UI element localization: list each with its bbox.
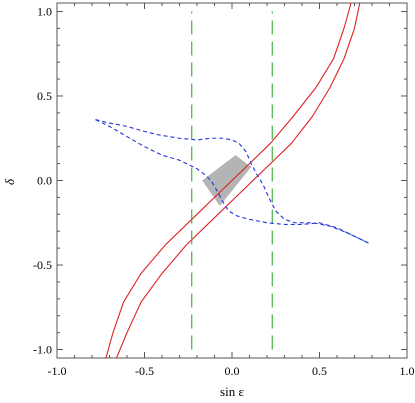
- x-tick-label: -1.0: [48, 364, 67, 378]
- shaded-region: [202, 155, 252, 206]
- x-tick-label: 0.0: [225, 364, 240, 378]
- y-tick-label: -0.5: [33, 258, 52, 272]
- y-tick-label: -1.0: [33, 343, 52, 357]
- series-layer: [95, 3, 369, 358]
- series-line-6: [95, 119, 369, 244]
- x-tick-label: 0.5: [312, 364, 327, 378]
- y-tick-label: 0.0: [37, 174, 52, 188]
- tick-layer: -1.0 -0.5 0.0 0.5 1.0 -1.0 -0.5 0.0 0.5 1.0: [33, 3, 415, 378]
- series-line-1: [105, 3, 352, 358]
- y-axis-label: δ: [2, 178, 17, 185]
- x-tick-label: 1.0: [400, 364, 415, 378]
- y-tick-label: 1.0: [37, 4, 52, 18]
- y-tick-label: 0.5: [37, 89, 52, 103]
- x-tick-label: -0.5: [135, 364, 154, 378]
- series-line-2: [115, 3, 361, 358]
- x-axis-label: sin ε: [220, 384, 244, 399]
